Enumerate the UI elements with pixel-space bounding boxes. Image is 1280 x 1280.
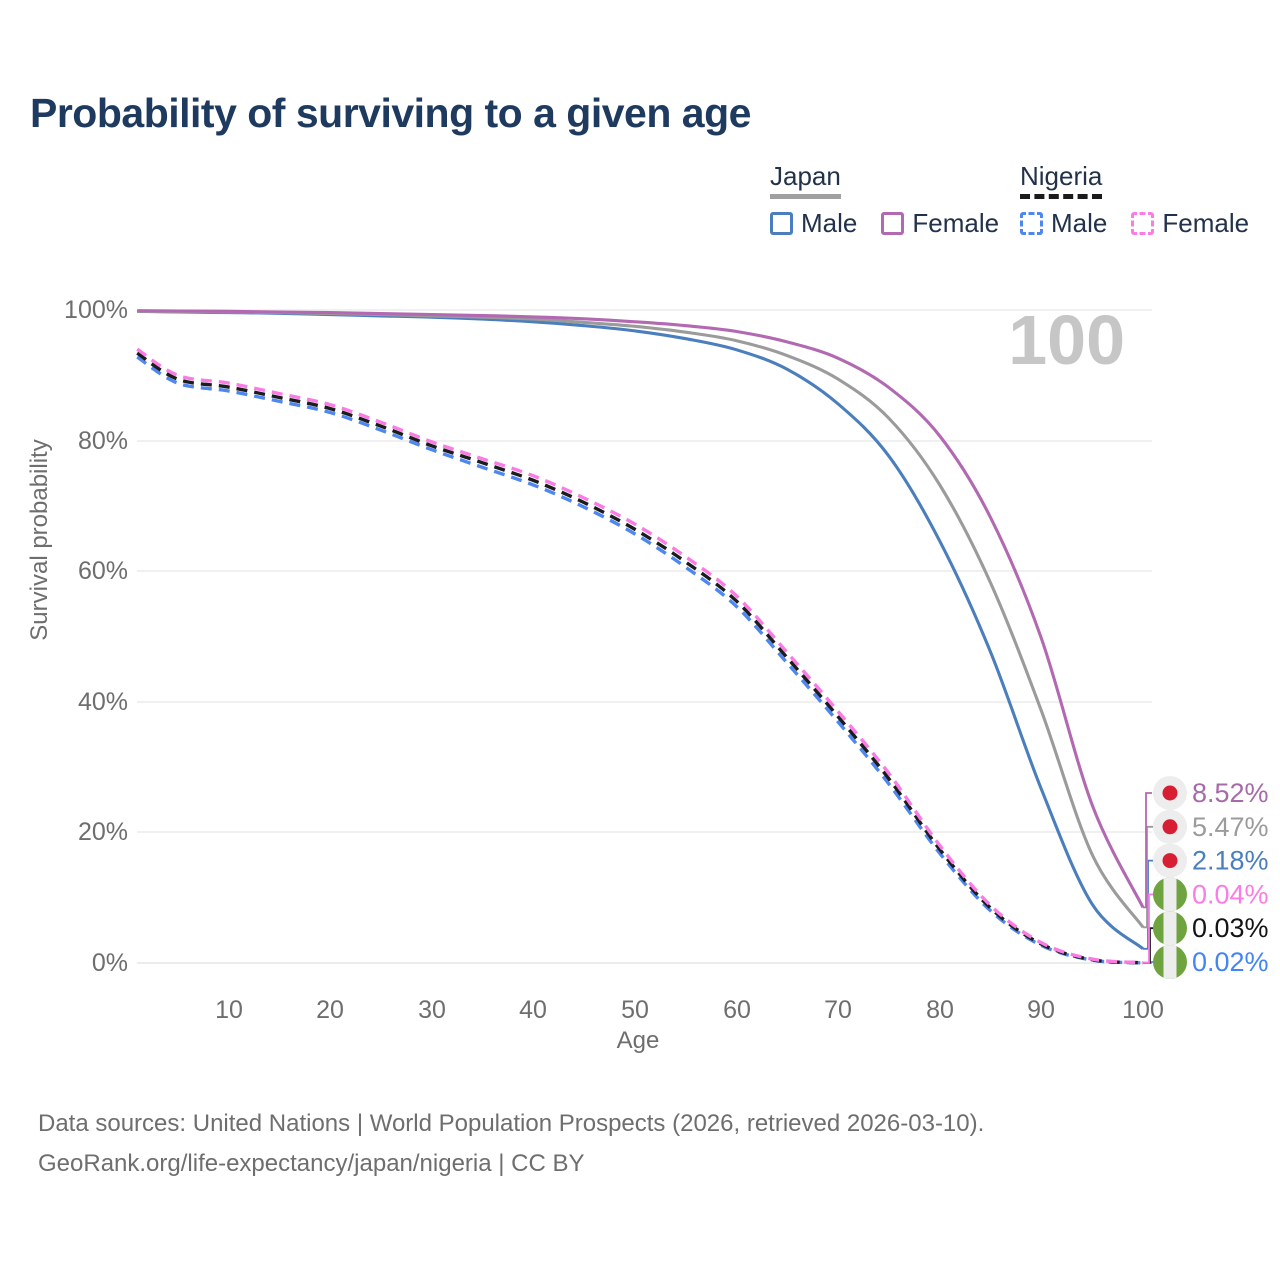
x-tick-label: 40 [519,996,547,1024]
nigeria-male-swatch-icon [1020,211,1043,235]
x-tick-label: 70 [824,996,852,1024]
end-label-japan-female: 8.52% [1153,776,1269,810]
connector-japan-both [1143,825,1153,929]
x-axis-title: Age [617,1027,660,1054]
legend-country-japan: Japan [770,161,841,199]
legend-group-japan: Japan Male Female [770,161,999,239]
x-tick-label: 100 [1122,996,1164,1024]
attribution-note: GeoRank.org/life-expectancy/japan/nigeri… [38,1150,585,1178]
nigeria-flag-icon [1153,877,1187,912]
connector-japan-male [1143,859,1154,950]
y-tick-label: 60% [78,557,128,585]
end-label-value: 2.18% [1192,846,1269,876]
legend-label: Female [912,207,1000,238]
x-tick-label: 10 [215,996,243,1024]
y-axis-ticks: 100% 80% 60% 40% 20% 0% [64,296,128,977]
footer: Data sources: United Nations | World Pop… [38,1104,1158,1185]
x-tick-label: 20 [316,996,344,1024]
hovered-age-watermark: 100 [1008,301,1125,379]
x-axis-ticks: 10 20 30 40 50 60 70 80 90 100 [215,996,1164,1024]
connector-japan-female [1143,792,1152,909]
connector-nigeria-female [1143,893,1155,964]
line-nigeria-both [136,351,1144,965]
end-label-nigeria-both: 0.03% [1153,911,1269,946]
line-japan-both [137,309,1145,929]
end-label-value: 8.52% [1192,778,1269,808]
legend-country-nigeria: Nigeria [1020,161,1103,199]
end-label-value: 5.47% [1192,812,1269,842]
legend-item-nigeria-male[interactable]: Male [1020,208,1107,239]
x-tick-label: 60 [723,996,751,1024]
end-label-value: 0.03% [1192,913,1269,943]
end-label-nigeria-female: 0.04% [1153,877,1269,912]
japan-flag-icon [1153,776,1187,810]
x-tick-label: 90 [1027,996,1055,1024]
end-label-nigeria-male: 0.02% [1153,945,1269,979]
line-japan-female [137,309,1145,909]
legend-item-japan-female[interactable]: Female [881,208,999,239]
nigeria-flag-icon [1153,945,1187,979]
line-nigeria-female [136,347,1144,965]
x-tick-label: 80 [926,996,954,1024]
japan-male-swatch-icon [770,211,793,235]
end-label-japan-both: 5.47% [1153,809,1269,844]
y-axis-title: Survival probability [26,439,53,640]
y-tick-label: 20% [78,818,128,846]
end-labels: 8.52% 5.47% 2.18%0.04% 0.03% 0.02% [1153,776,1269,979]
page-title: Probability of surviving to a given age [30,90,751,136]
legend-label: Male [1051,207,1108,238]
end-label-value: 0.04% [1192,879,1269,909]
japan-flag-icon [1153,843,1187,878]
nigeria-flag-icon [1153,911,1187,946]
end-label-connectors [1143,792,1157,964]
legend-group-nigeria: Nigeria Male Female [1020,161,1249,239]
data-source-note: Data sources: United Nations | World Pop… [38,1110,985,1137]
japan-flag-icon [1153,809,1187,844]
japan-female-swatch-icon [881,211,905,235]
end-label-value: 0.02% [1192,947,1269,977]
y-tick-label: 100% [64,296,128,324]
y-tick-label: 80% [78,427,128,455]
end-label-japan-male: 2.18% [1153,843,1269,878]
legend-item-japan-male[interactable]: Male [770,208,857,239]
legend-label: Male [801,207,858,238]
x-tick-label: 30 [418,996,446,1024]
survival-curves [136,309,1145,965]
y-tick-label: 40% [78,688,128,716]
y-tick-label: 0% [92,949,128,977]
legend-item-nigeria-female[interactable]: Female [1131,208,1249,239]
gridlines [137,309,1152,964]
line-japan-male [137,309,1145,951]
x-tick-label: 50 [621,996,649,1024]
legend-label: Female [1162,207,1250,238]
nigeria-female-swatch-icon [1131,211,1155,235]
